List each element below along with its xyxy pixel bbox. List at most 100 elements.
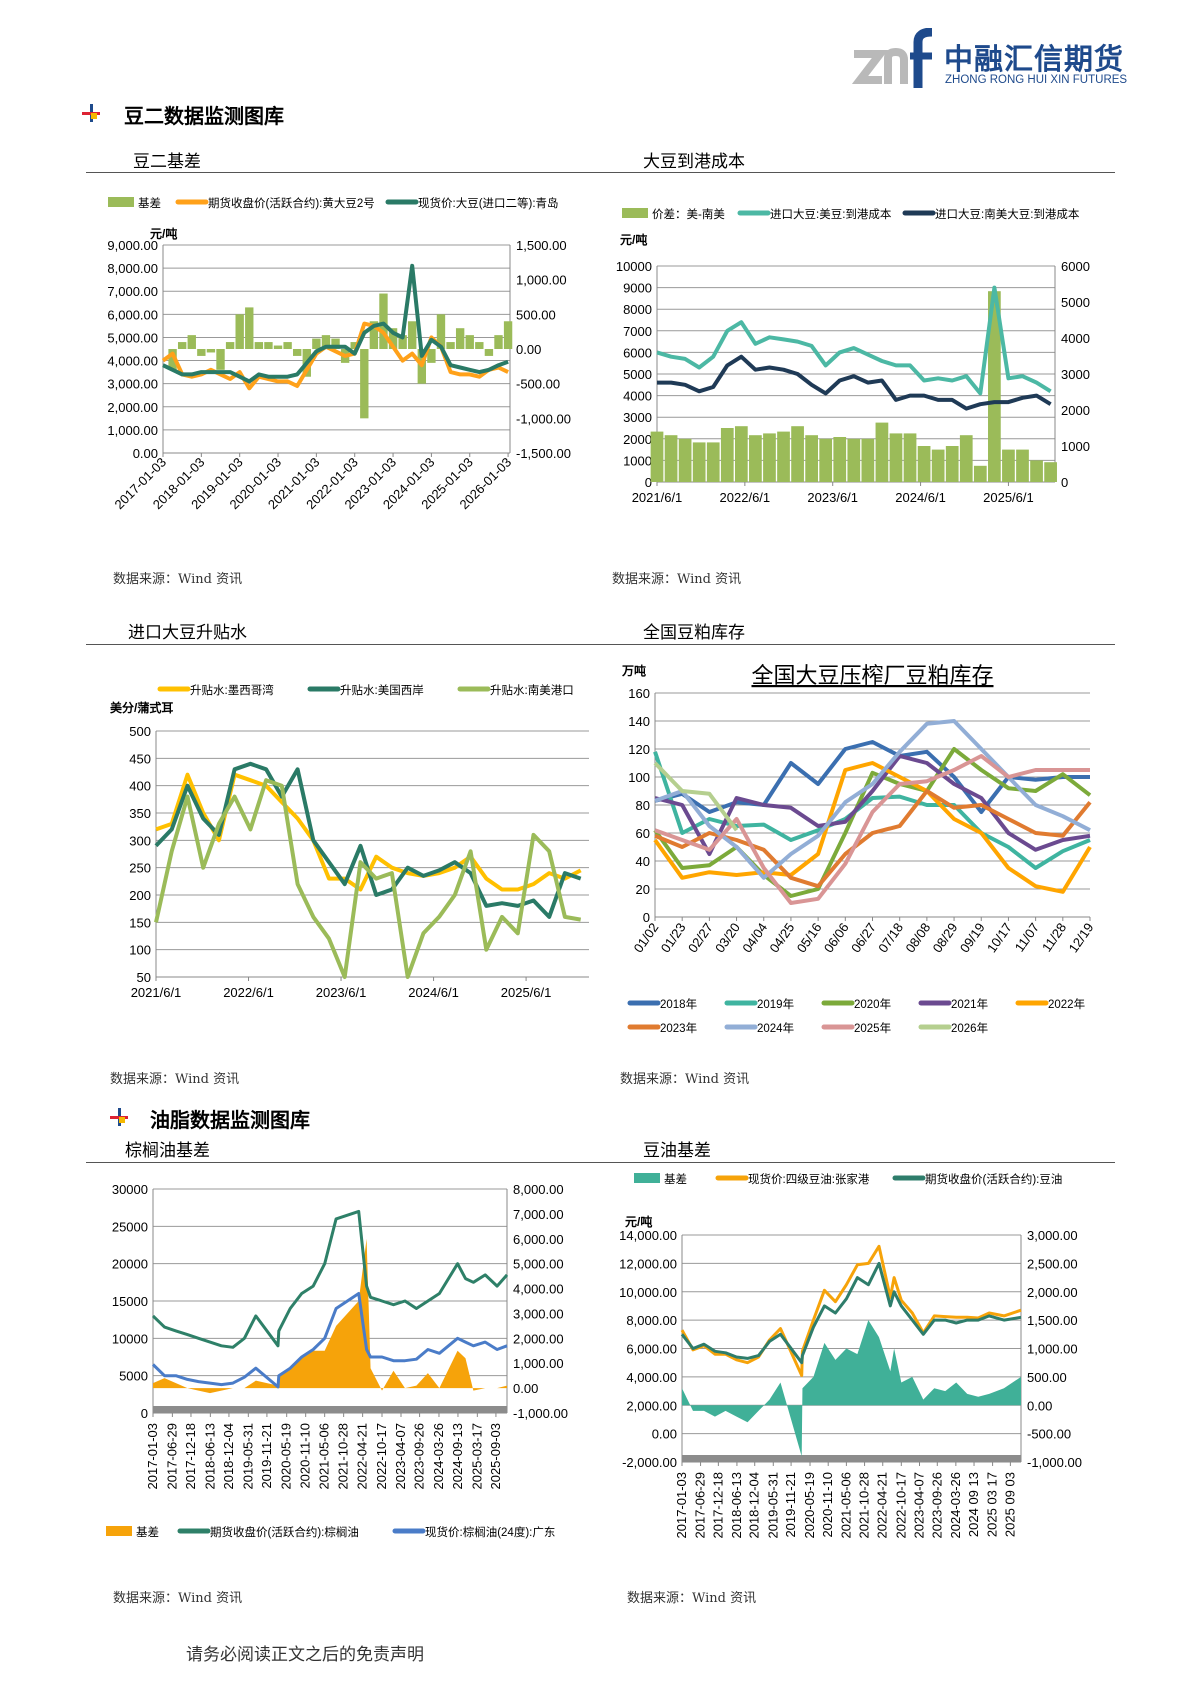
unit-label: 美分/蒲式耳	[110, 700, 173, 715]
x-tick-label: 06/06	[821, 920, 852, 955]
legend-label: 2020年	[854, 997, 891, 1011]
y-right-tick-label: 3,000.00	[513, 1306, 564, 1321]
y-tick-label: 0	[141, 1406, 148, 1421]
bar-mark	[791, 426, 804, 482]
y-tick-label: 10000	[616, 259, 652, 274]
y-tick-label: 9000	[623, 281, 652, 296]
bar-mark	[379, 293, 388, 349]
legend-label: 期货收盘价(活跃合约):棕榈油	[210, 1525, 359, 1539]
bar-mark	[959, 435, 973, 482]
y-tick-label: 8,000.00	[626, 1313, 677, 1328]
y-tick-label: 14,000.00	[619, 1228, 677, 1243]
y-tick-label: 500	[129, 724, 151, 739]
y-tick-label: 12,000.00	[619, 1256, 677, 1271]
x-tick-label: 2025 09 03	[1002, 1472, 1017, 1537]
y-tick-label: 30000	[112, 1182, 148, 1197]
bar-mark	[436, 314, 446, 349]
chart-inner-title: 全国大豆压榨厂豆粕库存	[751, 664, 993, 689]
y-right-tick-label: -1,500.00	[516, 446, 571, 461]
y-tick-label: 6000	[623, 345, 652, 360]
y-right-tick-label: 5,000.00	[513, 1257, 564, 1272]
bar-mark	[388, 328, 398, 349]
x-tick-label: 2025/6/1	[983, 490, 1034, 505]
legend-item: 2022年	[1015, 997, 1085, 1011]
x-tick-label: 08/29	[930, 920, 961, 955]
bar-mark	[312, 338, 321, 349]
bar-mark	[749, 435, 762, 482]
chart-title-soybean2-basis: 豆二基差	[133, 152, 201, 172]
y-tick-label: 1000	[623, 453, 652, 468]
bar-mark	[945, 446, 959, 482]
x-tick-label: 01/23	[658, 920, 689, 955]
y-tick-label: 0.00	[133, 446, 158, 461]
bar-mark	[360, 349, 369, 419]
x-tick-label: 2022/6/1	[720, 490, 771, 505]
x-tick-label: 2025-09-03	[488, 1423, 503, 1490]
line-series-3	[680, 1261, 1022, 1365]
divider	[86, 172, 1115, 173]
unit-label: 元/吨	[150, 226, 177, 241]
legend-label: 现货价:四级豆油:张家港	[748, 1172, 870, 1186]
legend-swatch	[106, 1526, 132, 1536]
source-note: 数据来源：Wind 资讯	[620, 1072, 750, 1087]
legend-item: 期货收盘价(活跃合约):豆油	[892, 1172, 1062, 1186]
y-tick-label: 5000	[119, 1369, 148, 1384]
y-tick-label: 4,000.00	[107, 354, 158, 369]
legend-label: 2025年	[854, 1021, 891, 1035]
x-tick-label: 2025-03-17	[469, 1423, 484, 1490]
section-title-oils: 油脂数据监测图库	[150, 1108, 310, 1132]
line-series-5	[653, 761, 1092, 894]
y-right-tick-label: 7,000.00	[513, 1207, 564, 1222]
y-right-tick-label: 2,000.00	[1027, 1285, 1078, 1300]
legend-label: 升贴水:南美港口	[490, 683, 574, 697]
x-tick-label: 2019-05-31	[240, 1423, 255, 1490]
y-tick-label: 2,000.00	[107, 400, 158, 415]
x-tick-label: 2023-04-07	[911, 1472, 926, 1539]
chart-title-palm-basis: 棕榈油基差	[125, 1141, 210, 1161]
y-right-tick-label: 6000	[1061, 259, 1090, 274]
bar-mark	[692, 442, 706, 482]
x-tick-label: 01/02	[631, 920, 662, 955]
line-series-3	[657, 354, 1052, 411]
x-tick-label: 2021/6/1	[632, 490, 683, 505]
bar-mark	[805, 435, 818, 482]
x-tick-label: 2024-03-26	[431, 1423, 446, 1490]
y-tick-label: 5000	[623, 367, 652, 382]
line-series-3	[154, 778, 582, 979]
x-tick-label: 2025/6/1	[501, 985, 552, 1000]
chart-title-soybean-landed-cost: 大豆到港成本	[643, 152, 745, 172]
x-tick-label: 2022-10-17	[374, 1423, 389, 1490]
y-tick-label: 50	[137, 970, 151, 985]
legend-item: 基差	[106, 1525, 159, 1539]
x-tick-label: 2024/6/1	[408, 985, 459, 1000]
y-tick-label: 5,000.00	[107, 330, 158, 345]
chart-3: 50 100 150 200 250 300 350 400 450 500 美分/蒲式耳 2021/…	[110, 683, 589, 1000]
x-tick-label: 10/17	[984, 920, 1015, 955]
legend-item: 现货价:四级豆油:张家港	[715, 1172, 870, 1186]
chart-title-soyoil-basis: 豆油基差	[643, 1141, 711, 1161]
y-right-tick-label: 3,000.00	[1027, 1228, 1078, 1243]
x-tick-label: 2023/6/1	[316, 985, 367, 1000]
bar-mark	[293, 349, 302, 356]
x-tick-label: 2017-12-18	[710, 1472, 725, 1539]
legend-item: 2025年	[821, 1021, 891, 1035]
x-tick-label: 09/19	[957, 920, 988, 955]
x-tick-label: 2021-05-06	[317, 1423, 332, 1490]
x-tick-label: 2019-11-21	[259, 1423, 274, 1489]
legend-item: 2026年	[918, 1021, 988, 1035]
x-tick-label: 2023-09-26	[412, 1423, 427, 1490]
y-tick-label: 25000	[112, 1219, 148, 1234]
x-tick-label: 2024/6/1	[895, 490, 946, 505]
y-tick-label: 60	[636, 826, 650, 841]
bar-mark	[475, 342, 484, 349]
bar-mark	[847, 438, 861, 482]
x-tick-label: 2023/6/1	[807, 490, 858, 505]
line-series-2	[656, 285, 1052, 396]
bar-mark	[187, 335, 196, 349]
legend-item: 2019年	[724, 997, 794, 1011]
bar-mark	[408, 321, 417, 349]
y-tick-label: 20000	[112, 1257, 148, 1272]
y-right-tick-label: -1,000.00	[513, 1406, 568, 1421]
znf-logo-icon	[852, 28, 933, 88]
